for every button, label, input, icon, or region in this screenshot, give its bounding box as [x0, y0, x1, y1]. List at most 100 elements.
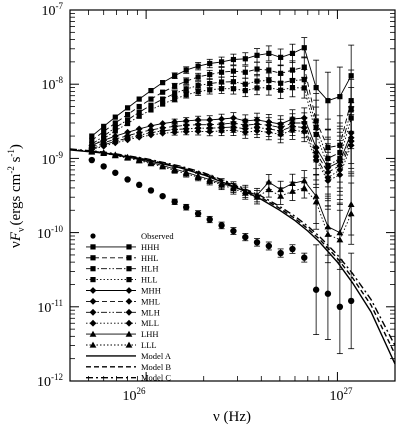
data-point: [207, 80, 213, 87]
data-point: [135, 157, 143, 164]
data-point: [136, 109, 142, 115]
data-point: [100, 142, 108, 150]
legend-item-model-b: Model B: [86, 362, 171, 372]
legend-item-hhh: HHH: [86, 242, 159, 252]
legend-marker: [125, 287, 133, 294]
series-model-c: [69, 148, 396, 346]
legend-item-observed: Observed: [90, 231, 174, 241]
y-tick-label-1e-11: 10-11: [37, 298, 63, 316]
data-point: [324, 230, 332, 237]
y-tick-label-1e-7: 10-7: [42, 1, 64, 19]
data-point: [324, 177, 332, 185]
data-point: [277, 192, 285, 199]
data-point: [301, 85, 307, 91]
data-point: [124, 117, 131, 123]
legend-label: HHH: [141, 242, 159, 252]
data-point: [207, 71, 213, 78]
data-point: [124, 136, 131, 144]
legend-marker: [89, 330, 97, 337]
data-point: [171, 128, 179, 136]
data-point: [172, 96, 178, 102]
data-point: [112, 114, 118, 120]
legend-label: Observed: [141, 231, 174, 241]
x-axis-title: ν (Hz): [213, 409, 251, 425]
data-point: [242, 233, 249, 241]
data-point: [124, 128, 131, 136]
legend-item-hlh: HLH: [86, 264, 158, 274]
data-point: [148, 87, 154, 94]
data-point: [347, 297, 355, 305]
legend-marker: [125, 330, 133, 337]
data-point: [265, 178, 273, 185]
legend-marker: [126, 266, 132, 272]
data-point: [347, 141, 355, 149]
data-point: [112, 169, 119, 176]
data-point: [148, 107, 154, 113]
series-line: [91, 150, 352, 234]
data-point: [206, 128, 214, 135]
data-point: [135, 133, 143, 141]
data-point: [230, 86, 237, 92]
data-point: [230, 227, 237, 235]
data-point: [160, 96, 166, 102]
data-point: [124, 105, 131, 111]
legend-marker: [125, 298, 133, 305]
legend-marker: [125, 341, 133, 348]
data-point: [89, 133, 95, 139]
y-tick-label-1e-10: 10-10: [37, 224, 63, 242]
data-point: [183, 203, 190, 211]
data-point: [289, 50, 296, 57]
legend: ObservedHHHHHLHLHHLLMHHMHLMLHMLLLHHLLLMo…: [86, 231, 174, 383]
data-point: [89, 137, 95, 143]
data-point: [183, 92, 189, 98]
legend-item-mlh: MLH: [86, 307, 160, 317]
series-line: [69, 149, 396, 365]
legend-item-hhl: HHL: [86, 253, 158, 263]
data-point: [218, 69, 225, 75]
data-point: [277, 249, 284, 257]
legend-marker: [89, 308, 97, 316]
data-point: [135, 181, 143, 189]
series-line: [69, 148, 396, 355]
y-tick-label-1e-12: 10-12: [37, 372, 63, 390]
legend-label: HLL: [141, 275, 158, 285]
data-point: [124, 111, 131, 118]
axis-ticks: [69, 9, 396, 382]
series-model-b: [69, 148, 396, 355]
data-point: [111, 139, 119, 147]
series-line: [69, 148, 396, 346]
x-tick-label-1e27: 1027: [330, 386, 354, 404]
data-point: [265, 128, 273, 136]
data-point: [206, 216, 213, 223]
data-point: [266, 84, 272, 91]
data-point: [241, 128, 249, 136]
data-point: [183, 78, 189, 84]
data-point: [88, 156, 95, 164]
data-point: [312, 156, 320, 164]
data-point: [253, 127, 261, 135]
data-point: [159, 192, 166, 200]
legend-marker: [126, 255, 132, 261]
data-point: [147, 131, 155, 139]
data-point: [242, 56, 248, 62]
data-point: [206, 116, 214, 124]
legend-marker: [125, 319, 133, 327]
data-point: [312, 198, 320, 205]
legend-item-hll: HLL: [86, 275, 158, 285]
data-point: [254, 85, 260, 91]
data-point: [347, 210, 355, 217]
data-point: [218, 59, 225, 65]
legend-label: Model C: [141, 373, 171, 383]
data-point: [218, 86, 225, 92]
data-point: [147, 160, 155, 167]
data-point: [289, 126, 296, 134]
legend-label: MLL: [141, 318, 159, 328]
data-point: [266, 67, 272, 73]
legend-label: Model B: [141, 362, 171, 372]
series-model-a: [69, 149, 396, 365]
data-point: [194, 116, 202, 124]
legend-marker: [89, 287, 97, 294]
data-point: [241, 189, 249, 196]
data-point: [160, 101, 166, 107]
